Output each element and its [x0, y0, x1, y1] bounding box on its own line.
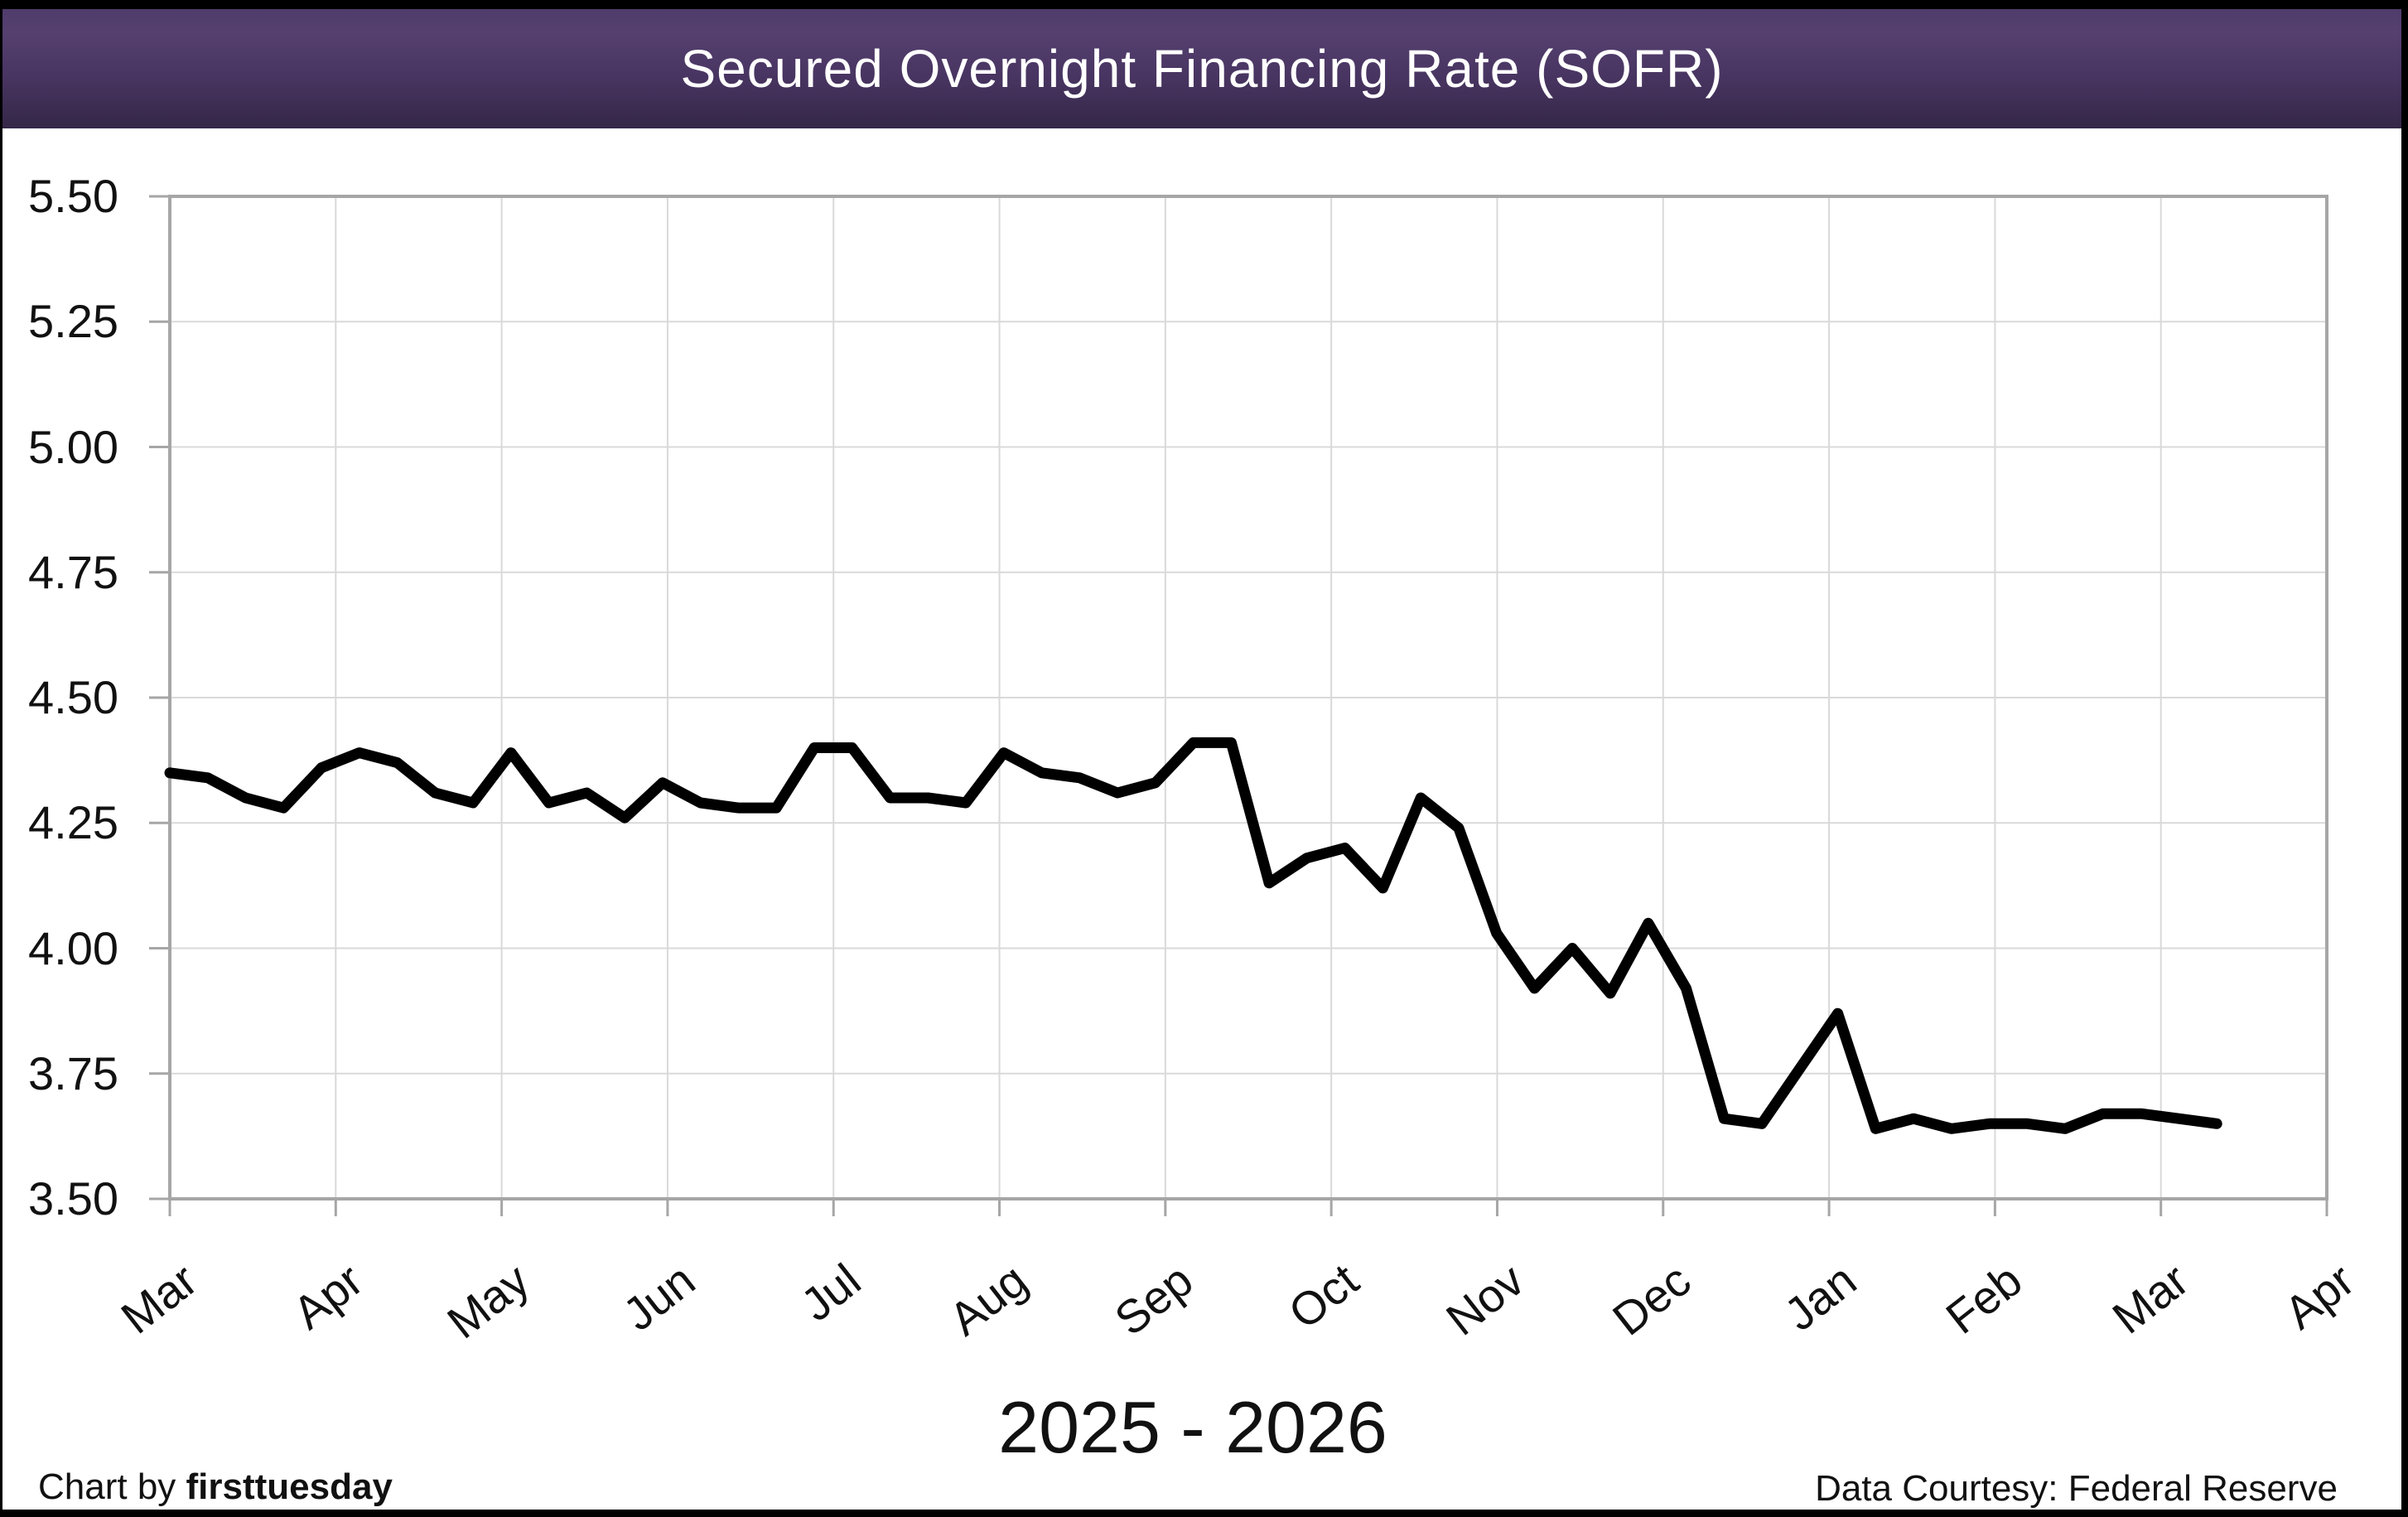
- y-tick-label: 4.00: [28, 921, 118, 974]
- x-axis-title: 2025 - 2026: [998, 1386, 1387, 1468]
- y-tick-label: 4.75: [28, 545, 118, 598]
- chart-title-bar: Secured Overnight Financing Rate (SOFR): [2, 9, 2401, 128]
- credit-right: Data Courtesy: Federal Reserve: [1815, 1468, 2338, 1509]
- y-tick-label: 4.25: [28, 796, 118, 849]
- chart-canvas: Secured Overnight Financing Rate (SOFR) …: [2, 9, 2401, 1510]
- chart-title: Secured Overnight Financing Rate (SOFR): [680, 39, 1724, 99]
- y-tick-label: 5.00: [28, 420, 118, 473]
- y-tick-label: 3.50: [28, 1172, 118, 1225]
- credit-left-prefix: Chart by: [38, 1466, 186, 1507]
- y-tick-label: 3.75: [28, 1046, 118, 1099]
- y-tick-label: 5.25: [28, 295, 118, 348]
- plot-border: [168, 195, 2328, 1201]
- y-tick-label: 4.50: [28, 671, 118, 723]
- credit-left: Chart by firsttuesday: [38, 1466, 393, 1507]
- sofr-series-line: [164, 737, 2222, 1134]
- sofr-line-chart-plot: [149, 195, 2328, 1216]
- y-tick-label: 5.50: [28, 170, 118, 222]
- credit-left-brand: firsttuesday: [186, 1466, 393, 1507]
